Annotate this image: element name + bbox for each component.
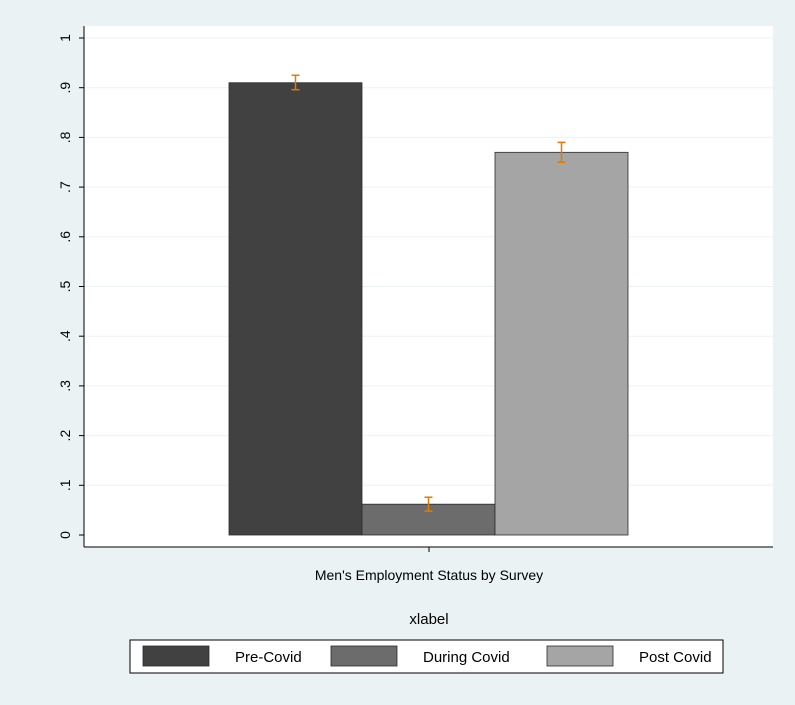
bar-pre-covid [228,82,363,536]
legend-label-pre-covid: Pre-Covid [235,649,302,666]
error-bar-pre-covid [291,74,300,91]
bar-post-covid [494,151,629,536]
legend: Pre-Covid During Covid Post Covid [129,639,724,674]
y-tick-label: .5 [57,280,73,292]
y-tick-label: .9 [57,82,73,94]
y-tick-label: 0 [57,531,73,539]
legend-box [129,639,724,674]
y-tick-label: .1 [57,479,73,491]
legend-label-during-covid: During Covid [423,649,510,666]
y-axis-ticks: 0 .1 .2 .3 .4 .5 .6 .7 .8 .9 1 [57,34,84,539]
legend-label-post-covid: Post Covid [639,649,712,666]
legend-key-post-covid [546,645,614,667]
y-tick-label: .7 [57,181,73,193]
y-tick-label: 1 [57,34,73,42]
error-bar-during-covid [424,496,433,512]
x-category-label: Men's Employment Status by Survey [315,567,543,583]
y-tick-label: .6 [57,231,73,243]
y-tick-label: .2 [57,430,73,442]
x-axis-title: xlabel [409,611,448,628]
error-bars [291,74,566,512]
bars [228,82,629,536]
error-bar-post-covid [557,141,566,163]
legend-key-pre-covid [142,645,210,667]
y-tick-label: .8 [57,131,73,143]
legend-key-during-covid [330,645,398,667]
y-tick-label: .4 [57,330,73,342]
gridlines [84,37,773,486]
y-tick-label: .3 [57,380,73,392]
